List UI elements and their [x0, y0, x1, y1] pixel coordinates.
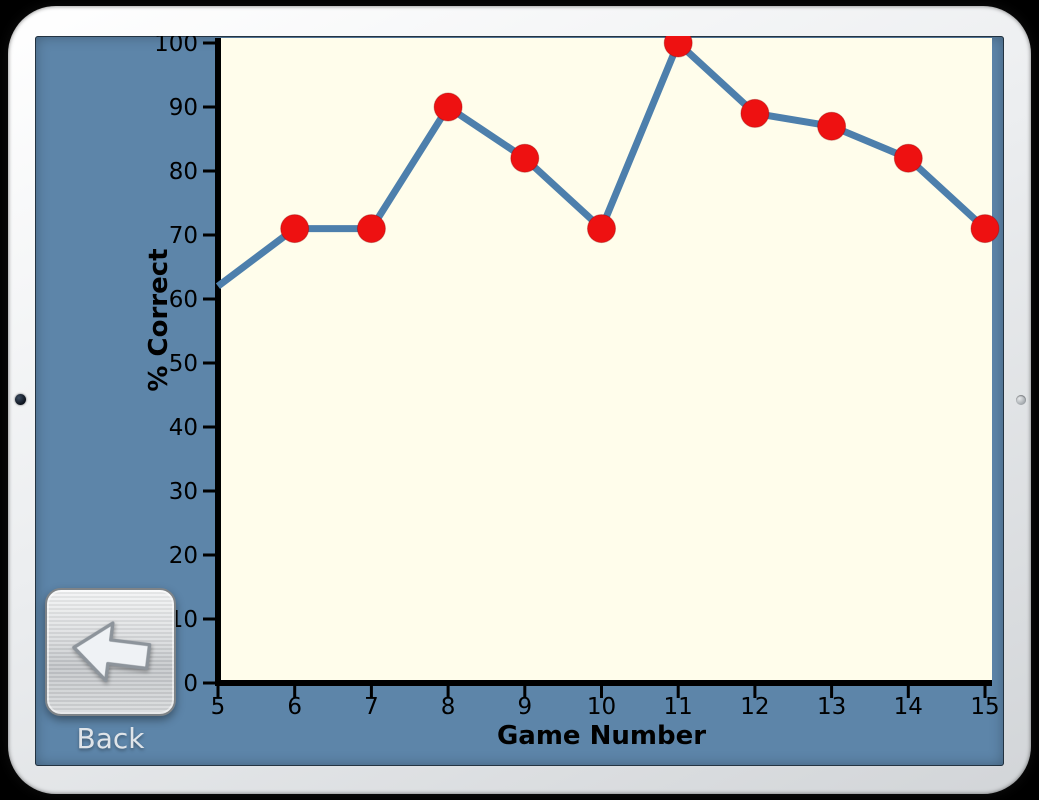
y-tick-label: 80: [169, 159, 198, 185]
x-tick-label: 13: [817, 694, 846, 720]
y-tick-mark: [203, 41, 215, 45]
y-tick-mark: [203, 233, 215, 237]
x-tick-mark: [906, 686, 910, 698]
x-tick-mark: [369, 686, 373, 698]
app-screen: 0 10 20 30 40 50 60 70 80 90 100 5 6 7 8 9 10 11 12 13 14 15 G…: [35, 36, 1004, 766]
y-tick-mark: [203, 553, 215, 557]
data-point: [280, 214, 310, 244]
y-tick-mark: [203, 617, 215, 621]
y-tick-mark: [203, 489, 215, 493]
y-tick-mark: [203, 425, 215, 429]
x-tick-label: 8: [441, 694, 456, 720]
y-tick-label: 100: [154, 36, 198, 57]
back-button[interactable]: [45, 588, 176, 716]
side-button: [1016, 395, 1026, 405]
tablet-frame: 0 10 20 30 40 50 60 70 80 90 100 5 6 7 8 9 10 11 12 13 14 15 G…: [8, 6, 1031, 794]
y-tick-label: 70: [169, 223, 198, 249]
x-tick-label: 11: [664, 694, 693, 720]
front-camera-icon: [15, 394, 26, 405]
x-tick-label: 6: [287, 694, 302, 720]
x-tick-label: 9: [517, 694, 532, 720]
data-point: [433, 92, 463, 122]
x-tick-mark: [446, 686, 450, 698]
y-tick-label: 90: [169, 95, 198, 121]
x-tick-mark: [983, 686, 987, 698]
x-tick-label: 7: [364, 694, 379, 720]
x-tick-mark: [523, 686, 527, 698]
y-tick-mark: [203, 681, 215, 685]
x-tick-mark: [293, 686, 297, 698]
back-arrow-icon: [71, 621, 151, 683]
data-point: [356, 214, 386, 244]
x-tick-mark: [753, 686, 757, 698]
y-tick-label: 50: [169, 351, 198, 377]
data-point: [587, 214, 616, 244]
x-axis-title: Game Number: [497, 721, 706, 751]
x-tick-label: 14: [894, 694, 923, 720]
x-tick-label: 15: [970, 694, 999, 720]
y-tick-label: 40: [169, 415, 198, 441]
x-tick-label: 12: [740, 694, 769, 720]
y-tick-mark: [203, 105, 215, 109]
data-point: [510, 143, 540, 173]
y-tick-label: 0: [183, 671, 198, 697]
data-point: [817, 111, 847, 141]
y-tick-mark: [203, 361, 215, 365]
data-point: [663, 36, 693, 58]
y-tick-label: 60: [169, 287, 198, 313]
y-tick-label: 30: [169, 479, 198, 505]
x-tick-label: 10: [587, 694, 616, 720]
y-axis-line: [215, 38, 221, 686]
y-tick-label: 20: [169, 543, 198, 569]
data-point: [970, 214, 1000, 244]
x-tick-mark: [600, 686, 603, 698]
y-tick-mark: [203, 169, 215, 173]
plot-area: [215, 38, 992, 686]
y-tick-mark: [203, 297, 215, 301]
x-tick-mark: [676, 686, 680, 698]
x-tick-mark: [830, 686, 834, 698]
data-point: [740, 98, 770, 128]
y-axis-title: % Correct: [144, 248, 174, 391]
data-point: [893, 143, 923, 173]
x-tick-mark: [216, 686, 220, 698]
x-tick-label: 5: [211, 694, 226, 720]
back-button-label[interactable]: Back: [76, 722, 145, 755]
x-axis-line: [215, 680, 992, 686]
